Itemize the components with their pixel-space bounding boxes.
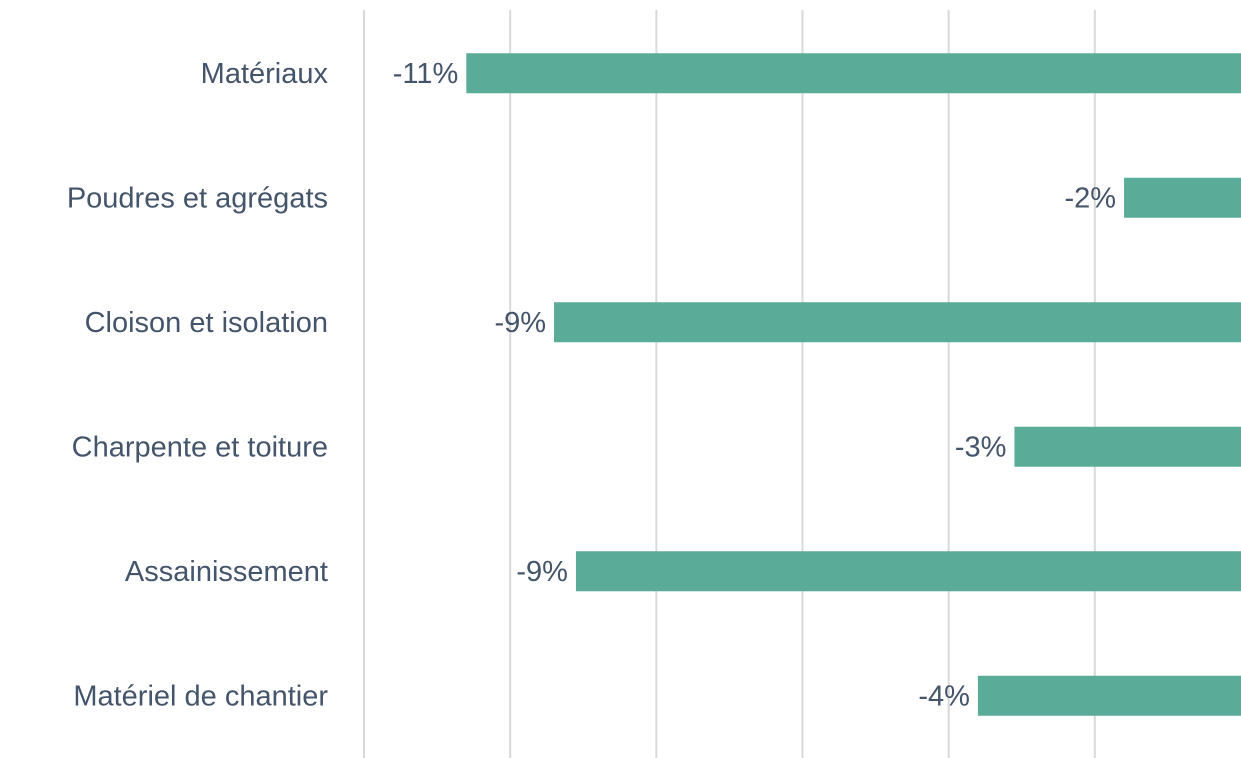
bar — [1124, 177, 1241, 218]
data-label: -2% — [1064, 182, 1116, 214]
bar — [977, 675, 1241, 716]
bar — [575, 551, 1241, 592]
category-label: Poudres et agrégats — [67, 182, 328, 214]
bar — [1014, 426, 1241, 467]
category-label: Charpente et toiture — [72, 431, 328, 463]
category-label: Matériaux — [201, 58, 329, 90]
category-label: Matériel de chantier — [73, 680, 328, 712]
category-label: Assainissement — [125, 556, 328, 588]
data-label: -9% — [516, 556, 568, 588]
bar — [466, 53, 1241, 94]
data-label: -11% — [393, 58, 459, 90]
data-label: -3% — [955, 431, 1007, 463]
data-label: -9% — [494, 307, 546, 339]
data-label: -4% — [918, 680, 970, 712]
category-label: Cloison et isolation — [85, 307, 328, 339]
bar — [554, 302, 1241, 343]
